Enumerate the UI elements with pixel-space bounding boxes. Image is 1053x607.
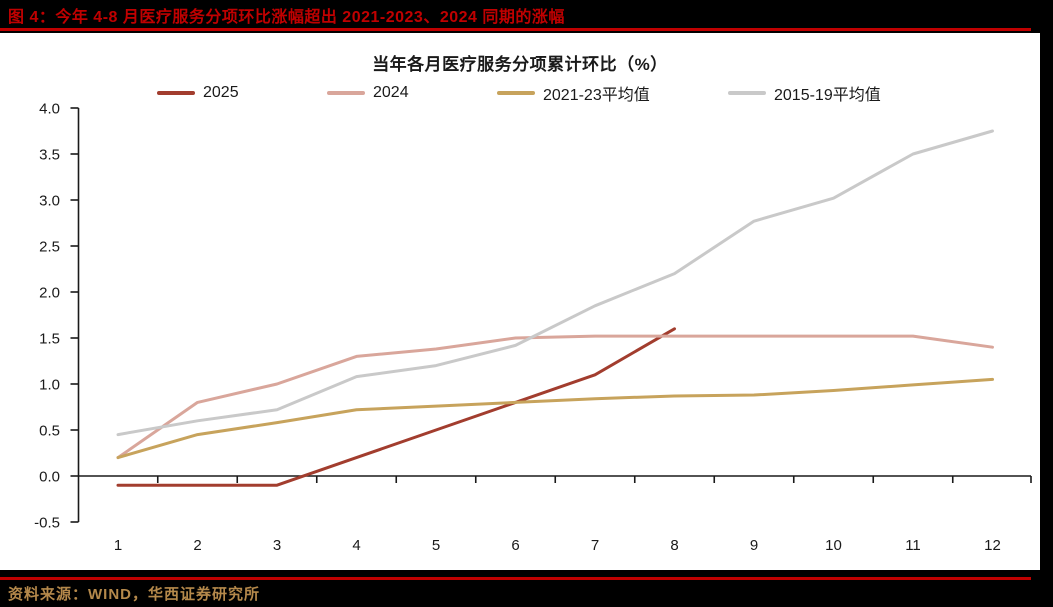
legend-item-2025: 2025 — [157, 81, 239, 105]
legend-item-2021-23平均值: 2021-23平均值 — [497, 81, 650, 105]
y-tick-label: -0.5 — [34, 515, 60, 532]
series-line-2024 — [116, 334, 994, 460]
y-tick-label: 2.0 — [39, 285, 60, 302]
figure-title: 图 4：今年 4-8 月医疗服务分项环比涨幅超出 2021-2023、2024 … — [8, 9, 565, 26]
y-tick-label: 0.5 — [39, 423, 60, 440]
x-tick-label: 6 — [511, 537, 519, 554]
footer-red-rule — [0, 577, 1031, 580]
x-tick-label: 2 — [193, 537, 201, 554]
chart-paper: 4.0 3.5 3.0 2.5 2.0 1.5 1.0 0.5 0.0 -0.5 1 2 3 4 5 6 7 8 9… — [0, 33, 1040, 570]
right-edge-strip — [1040, 0, 1053, 607]
source-text: 资料来源：WIND，华西证券研究所 — [8, 586, 260, 603]
legend-label: 2024 — [373, 84, 409, 101]
y-tick-label: 2.5 — [39, 239, 60, 256]
x-tick-label: 1 — [114, 537, 122, 554]
legend-item-2024: 2024 — [327, 81, 409, 105]
y-tick-label: 0.0 — [39, 469, 60, 486]
legend-swatch-2015-19平均值 — [728, 91, 766, 95]
x-tick-label: 8 — [670, 537, 678, 554]
y-tick-label: 1.5 — [39, 331, 60, 348]
chart-title: 当年各月医疗服务分项累计环比（%） — [372, 55, 668, 74]
legend-swatch-2021-23平均值 — [497, 91, 535, 95]
legend-swatch-2025 — [157, 91, 195, 95]
y-tick-label: 3.0 — [39, 193, 60, 210]
legend-label: 2015-19平均值 — [774, 87, 881, 104]
x-tick-label: 7 — [591, 537, 599, 554]
source-footer: 资料来源：WIND，华西证券研究所 — [0, 570, 1053, 607]
header-red-rule — [0, 28, 1031, 31]
chart-legend: 2025 2024 2021-23平均值 2015-19平均值 — [0, 81, 1040, 105]
x-tick-label: 3 — [273, 537, 281, 554]
series-line-2025 — [116, 327, 676, 487]
series-line-2021-23平均值 — [116, 377, 994, 460]
y-tick-label: 3.5 — [39, 147, 60, 164]
series-line-2015-19平均值 — [116, 129, 994, 437]
legend-item-2015-19平均值: 2015-19平均值 — [728, 81, 881, 105]
x-tick-label: 10 — [825, 537, 842, 554]
x-tick-label: 5 — [432, 537, 440, 554]
chart-plot: 4.03.53.02.52.01.51.00.50.0-0.51 2 3 4 5 6 7 8 9… — [34, 101, 1032, 554]
legend-label: 2021-23平均值 — [543, 87, 650, 104]
x-tick-label: 11 — [905, 537, 921, 554]
legend-label: 2025 — [203, 84, 239, 101]
legend-swatch-2024 — [327, 91, 365, 95]
y-tick-label: 1.0 — [39, 377, 60, 394]
x-tick-label: 9 — [750, 537, 758, 554]
figure-header: 图 4：今年 4-8 月医疗服务分项环比涨幅超出 2021-2023、2024 … — [0, 0, 1053, 33]
x-tick-label: 4 — [352, 537, 360, 554]
x-tick-label: 12 — [984, 537, 1001, 554]
y-tick-label: 4.0 — [39, 101, 60, 118]
